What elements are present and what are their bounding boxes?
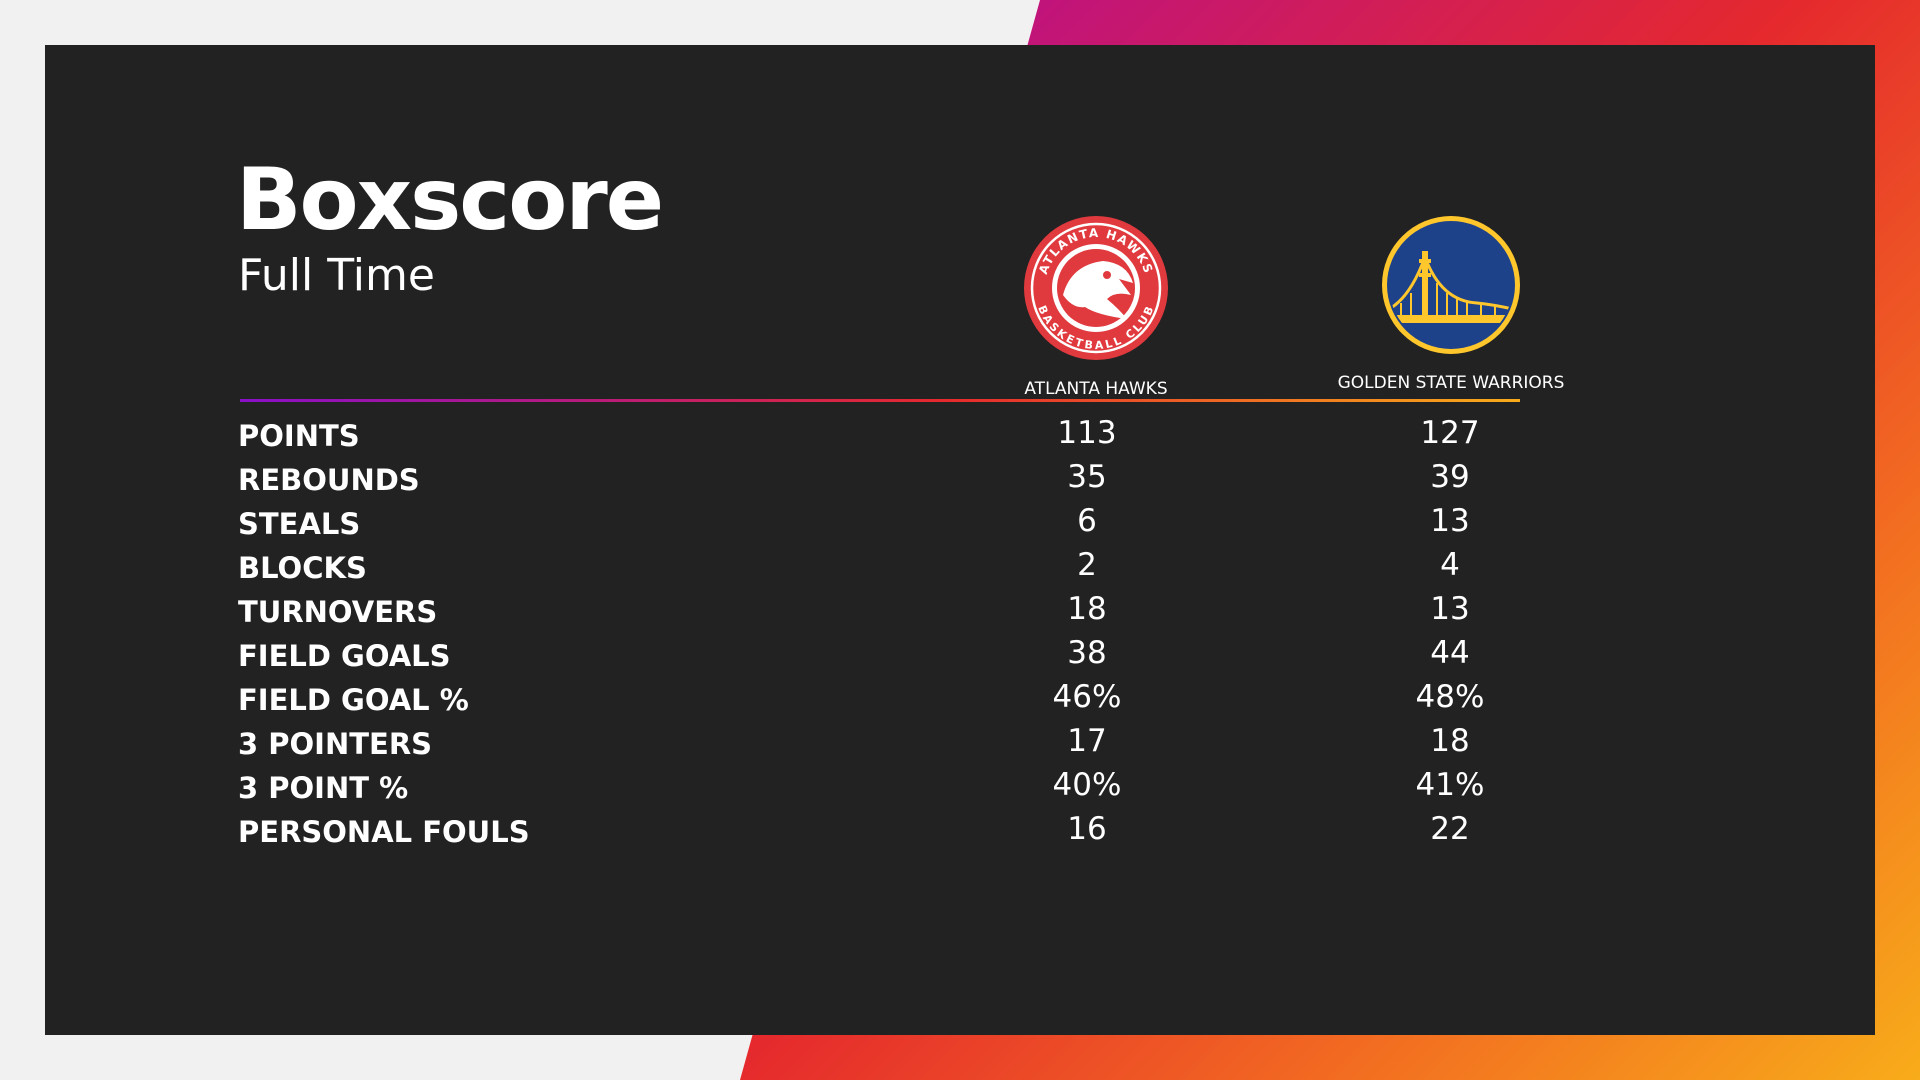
team-name-away: GOLDEN STATE WARRIORS [1337,373,1565,393]
page-subtitle: Full Time [238,250,435,301]
team-name-home: ATLANTA HAWKS [1024,379,1168,399]
stat-value-away: 13 [1430,591,1470,627]
stat-value-home: 2 [1077,547,1097,583]
stat-row-personal-fouls: PERSONAL FOULS 16 22 [238,811,1538,855]
stat-label: POINTS [238,419,360,453]
stat-value-home: 46% [1052,679,1122,715]
stat-value-away: 22 [1430,811,1470,847]
stat-row-turnovers: TURNOVERS 18 13 [238,591,1538,635]
stat-label: BLOCKS [238,551,367,585]
stat-row-field-goals: FIELD GOALS 38 44 [238,635,1538,679]
stat-value-away: 41% [1415,767,1485,803]
boxscore-panel [45,45,1875,1035]
stat-value-away: 127 [1420,415,1480,451]
stat-value-home: 113 [1057,415,1117,451]
stat-row-steals: STEALS 6 13 [238,503,1538,547]
stat-value-home: 35 [1067,459,1107,495]
stat-value-away: 18 [1430,723,1470,759]
stat-value-away: 13 [1430,503,1470,539]
stat-label: FIELD GOAL % [238,683,469,717]
stat-value-home: 18 [1067,591,1107,627]
stat-label: FIELD GOALS [238,639,451,673]
stat-label: 3 POINTERS [238,727,433,761]
team-home: ATLANTA HAWKS BASKETBALL CLUB ATLANTA HA… [926,215,1266,399]
stat-value-away: 4 [1440,547,1460,583]
team-away: GOLDEN STATE WARRIORS [1281,215,1621,393]
stat-value-home: 6 [1077,503,1097,539]
header-divider [240,399,1520,402]
stat-value-home: 40% [1052,767,1122,803]
stat-label: TURNOVERS [238,595,438,629]
stat-label: STEALS [238,507,361,541]
page-title: Boxscore [236,150,664,250]
stat-value-home: 16 [1067,811,1107,847]
stats-table: POINTS 113 127 REBOUNDS 35 39 STEALS 6 1… [238,415,1538,855]
stat-label: REBOUNDS [238,463,420,497]
stat-value-away: 48% [1415,679,1485,715]
stat-row-rebounds: REBOUNDS 35 39 [238,459,1538,503]
stat-row-3-pointers: 3 POINTERS 17 18 [238,723,1538,767]
stat-value-home: 38 [1067,635,1107,671]
stat-row-3-point-pct: 3 POINT % 40% 41% [238,767,1538,811]
stat-row-blocks: BLOCKS 2 4 [238,547,1538,591]
stat-row-points: POINTS 113 127 [238,415,1538,459]
stat-label: 3 POINT % [238,771,409,805]
stat-value-home: 17 [1067,723,1107,759]
golden-state-warriors-logo [1382,216,1520,354]
stat-row-field-goal-pct: FIELD GOAL % 46% 48% [238,679,1538,723]
atlanta-hawks-logo: ATLANTA HAWKS BASKETBALL CLUB [1024,216,1168,360]
stat-value-away: 44 [1430,635,1470,671]
stat-label: PERSONAL FOULS [238,815,530,849]
stat-value-away: 39 [1430,459,1470,495]
